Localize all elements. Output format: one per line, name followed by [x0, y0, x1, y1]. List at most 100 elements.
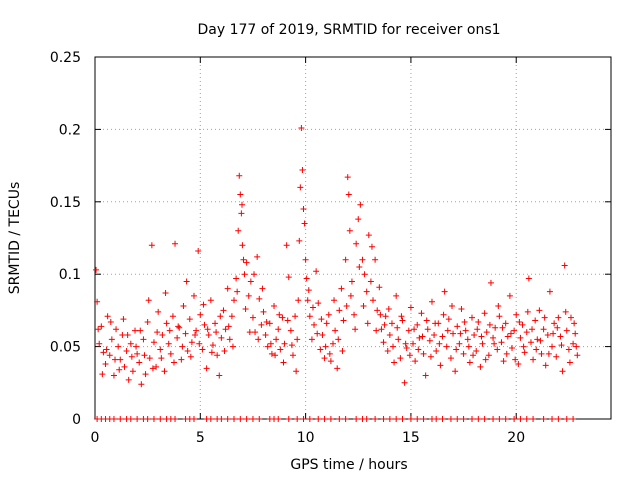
data-point — [570, 416, 577, 422]
data-points — [93, 124, 581, 422]
y-tick-label: 0.2 — [59, 122, 81, 138]
data-point — [384, 347, 391, 354]
data-point — [499, 324, 506, 331]
data-point — [513, 311, 520, 318]
data-point — [203, 365, 210, 372]
data-point — [327, 358, 334, 365]
data-point — [127, 340, 134, 347]
data-point — [179, 343, 186, 350]
data-point — [541, 314, 548, 321]
data-point — [302, 256, 309, 263]
plot-frame — [94, 56, 612, 420]
data-point — [517, 416, 524, 422]
data-point — [460, 350, 467, 357]
data-point — [545, 350, 552, 357]
data-point — [138, 381, 145, 388]
data-point — [521, 349, 528, 356]
data-point — [99, 371, 106, 378]
data-point — [506, 292, 513, 299]
data-point — [504, 333, 511, 340]
data-point — [542, 362, 549, 369]
data-point — [157, 346, 164, 353]
data-point — [155, 308, 162, 315]
data-point — [565, 346, 572, 353]
data-point — [550, 330, 557, 337]
data-point — [344, 174, 351, 181]
data-point — [439, 333, 446, 340]
data-point — [365, 232, 372, 239]
data-point — [444, 327, 451, 334]
data-point — [523, 416, 530, 422]
data-point — [496, 313, 503, 320]
data-point — [563, 416, 570, 422]
data-point — [393, 416, 400, 422]
x-tick-label: 10 — [297, 430, 315, 446]
data-point — [388, 320, 395, 327]
data-point — [110, 372, 117, 379]
data-point — [311, 321, 318, 328]
data-point — [207, 297, 214, 304]
data-point — [361, 271, 368, 278]
y-tick-label: 0.05 — [50, 340, 81, 356]
data-point — [502, 320, 509, 327]
data-point — [551, 320, 558, 327]
data-point — [468, 314, 475, 321]
data-point — [561, 262, 568, 269]
data-point — [407, 416, 414, 422]
data-point — [225, 323, 232, 330]
data-point — [445, 316, 452, 323]
data-point — [277, 346, 284, 353]
data-point — [140, 336, 147, 343]
data-point — [166, 327, 173, 334]
data-point — [412, 358, 419, 365]
data-point — [103, 346, 110, 353]
data-point — [207, 416, 214, 422]
data-point — [188, 339, 195, 346]
data-point — [144, 416, 151, 422]
data-point — [553, 353, 560, 360]
data-point — [218, 416, 225, 422]
data-point — [275, 326, 282, 333]
data-point — [268, 350, 275, 357]
data-point — [134, 350, 141, 357]
data-point — [222, 326, 229, 333]
data-point — [378, 326, 385, 333]
data-point — [231, 416, 238, 422]
data-point — [146, 355, 153, 362]
data-point — [294, 336, 301, 343]
data-point — [502, 416, 509, 422]
data-point — [120, 316, 127, 323]
data-point — [246, 329, 253, 336]
data-point — [478, 333, 485, 340]
data-point — [495, 303, 502, 310]
data-point — [266, 320, 273, 327]
data-point — [395, 336, 402, 343]
data-point — [190, 292, 197, 299]
data-point — [546, 288, 553, 295]
data-point — [142, 371, 149, 378]
data-point — [517, 334, 524, 341]
data-point — [180, 303, 187, 310]
data-point — [573, 343, 580, 350]
data-point — [496, 416, 503, 422]
data-point — [186, 316, 193, 323]
data-point — [315, 416, 322, 422]
data-point — [133, 343, 140, 350]
data-point — [141, 352, 148, 359]
data-point — [300, 416, 307, 422]
data-point — [121, 363, 128, 370]
data-point — [440, 311, 447, 318]
data-point — [313, 268, 320, 275]
data-point — [406, 352, 413, 359]
data-point — [555, 314, 562, 321]
data-point — [460, 416, 467, 422]
data-point — [176, 324, 183, 331]
data-point — [187, 353, 194, 360]
data-point — [239, 201, 246, 208]
data-point — [381, 321, 388, 328]
data-point — [280, 359, 287, 366]
data-point — [157, 416, 164, 422]
data-point — [574, 352, 581, 359]
data-point — [468, 416, 475, 422]
data-point — [549, 343, 556, 350]
